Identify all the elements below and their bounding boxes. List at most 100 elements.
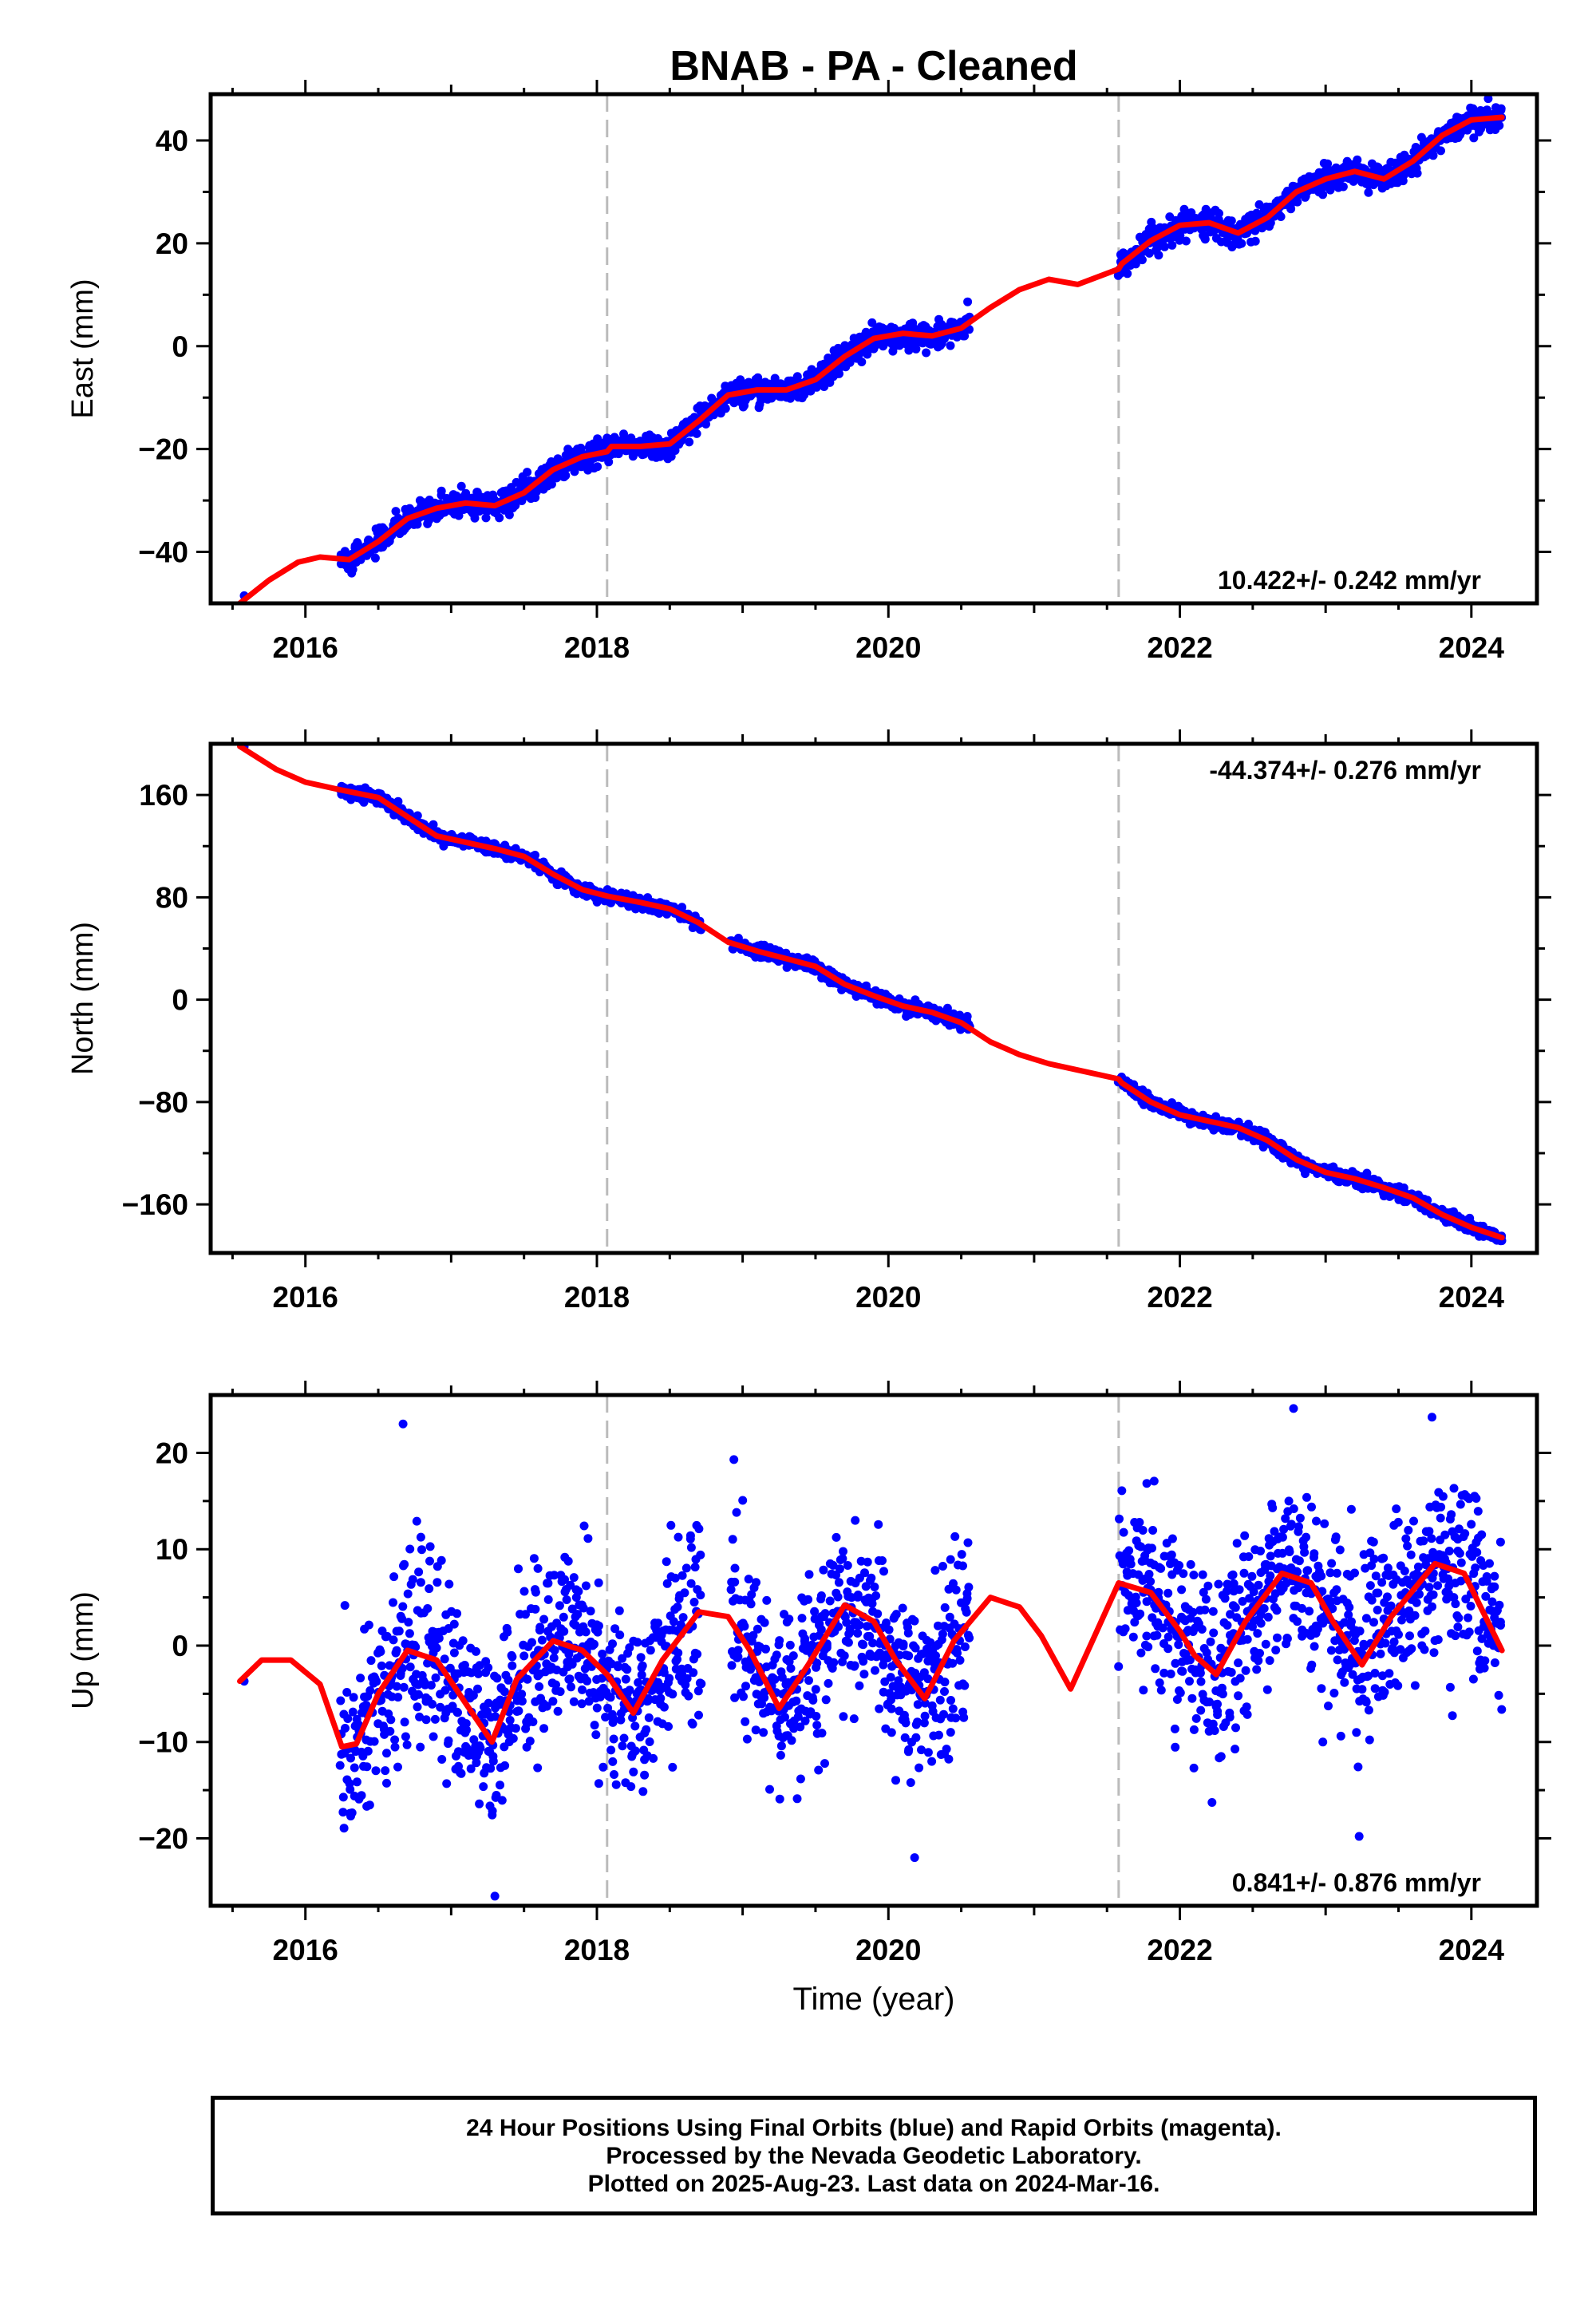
data-point <box>911 1643 920 1653</box>
data-point <box>508 1652 517 1662</box>
data-point <box>772 1650 781 1660</box>
data-point <box>915 1763 924 1773</box>
data-point <box>583 1534 593 1543</box>
data-point <box>746 1661 756 1670</box>
data-point <box>922 348 931 358</box>
data-point <box>804 1570 814 1579</box>
data-point <box>878 1556 887 1565</box>
data-point <box>817 1729 827 1738</box>
data-point <box>542 1701 551 1711</box>
data-point <box>860 1568 869 1578</box>
data-point <box>910 1616 919 1626</box>
data-point <box>416 1742 425 1752</box>
data-point <box>508 1733 518 1743</box>
data-point <box>804 1676 813 1686</box>
data-point <box>574 1587 583 1596</box>
data-point <box>668 1690 678 1699</box>
data-point <box>514 1706 523 1716</box>
data-point <box>666 1520 676 1530</box>
data-point <box>913 1700 922 1709</box>
data-point <box>604 457 614 467</box>
data-point <box>571 1620 580 1630</box>
data-point <box>911 1733 921 1742</box>
data-point <box>816 1591 826 1600</box>
data-point <box>656 1694 666 1703</box>
data-point <box>931 1651 940 1661</box>
data-point <box>481 513 491 523</box>
data-point <box>528 1717 538 1726</box>
data-point <box>689 1668 698 1678</box>
data-point <box>686 1579 696 1588</box>
data-point <box>476 1743 485 1753</box>
data-point <box>674 1648 683 1658</box>
data-point <box>842 1618 851 1627</box>
data-point <box>867 1599 877 1608</box>
data-point <box>637 1670 646 1680</box>
data-point <box>608 1757 618 1766</box>
data-point <box>903 1628 913 1638</box>
data-point <box>1436 146 1445 156</box>
data-point <box>444 1579 454 1589</box>
data-point <box>504 1675 513 1685</box>
data-point <box>461 1719 471 1729</box>
data-point <box>920 1711 930 1721</box>
data-point <box>590 1721 599 1730</box>
data-point <box>879 1567 888 1576</box>
data-point <box>820 1609 830 1618</box>
data-point <box>535 1682 544 1691</box>
data-point <box>339 1824 349 1833</box>
data-point <box>462 1725 471 1735</box>
data-point <box>828 1560 838 1570</box>
data-point <box>437 1755 447 1764</box>
data-point <box>390 1742 400 1752</box>
data-point <box>680 1588 689 1598</box>
data-point <box>389 1635 398 1645</box>
data-point <box>402 1740 412 1749</box>
data-point <box>613 1662 622 1672</box>
data-point <box>770 1674 780 1684</box>
data-point <box>873 1609 883 1618</box>
data-point <box>376 1647 385 1657</box>
data-point <box>505 1716 515 1725</box>
data-point <box>473 1684 482 1694</box>
data-point <box>453 1708 462 1717</box>
data-point <box>850 1661 859 1670</box>
data-point <box>1144 248 1154 258</box>
data-point <box>452 1609 462 1618</box>
scatter-points <box>239 94 1507 600</box>
data-point <box>514 1564 523 1574</box>
data-point <box>616 1715 626 1725</box>
data-point <box>356 1674 365 1683</box>
data-point <box>417 1545 426 1555</box>
data-point <box>500 1687 509 1697</box>
data-point <box>887 1704 896 1713</box>
data-point <box>470 513 480 523</box>
data-point <box>343 1714 353 1723</box>
data-point <box>843 1638 853 1647</box>
data-point <box>444 1736 453 1745</box>
data-point <box>397 1614 407 1623</box>
data-point <box>664 1721 673 1731</box>
data-point <box>904 1651 914 1661</box>
x-tick-label: 2022 <box>1147 1281 1212 1314</box>
data-point <box>730 1563 740 1573</box>
data-point <box>590 1639 598 1649</box>
x-tick-label: 2020 <box>855 1281 921 1314</box>
data-point <box>882 1618 891 1627</box>
data-point <box>366 1656 376 1666</box>
data-point <box>405 1544 415 1554</box>
data-point <box>733 934 743 943</box>
data-point <box>835 1564 844 1574</box>
data-point <box>529 1554 539 1563</box>
data-point <box>751 1725 760 1735</box>
data-point <box>428 1699 437 1709</box>
data-point <box>821 1695 831 1705</box>
data-point <box>832 1532 841 1542</box>
rate-text: -44.374+/- 0.276 mm/yr <box>1209 756 1481 785</box>
data-point <box>594 1621 603 1630</box>
data-point <box>400 1717 409 1727</box>
data-point <box>693 1686 703 1696</box>
data-point <box>904 1745 914 1754</box>
